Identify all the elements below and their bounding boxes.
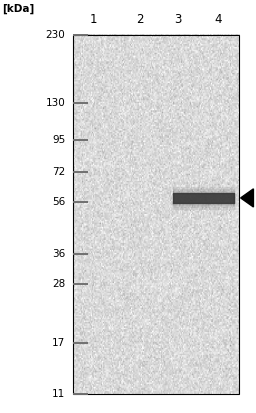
Text: 28: 28: [52, 279, 65, 289]
Text: 230: 230: [46, 30, 65, 40]
Text: 2: 2: [136, 13, 143, 26]
Text: 11: 11: [52, 389, 65, 399]
Text: 72: 72: [52, 167, 65, 177]
Bar: [73, 35, 239, 394]
Text: 1: 1: [89, 13, 97, 26]
Text: 95: 95: [52, 135, 65, 145]
Text: 3: 3: [174, 13, 182, 26]
Text: 130: 130: [46, 97, 65, 107]
Text: 4: 4: [214, 13, 221, 26]
Polygon shape: [241, 189, 253, 207]
Text: [kDa]: [kDa]: [3, 4, 35, 14]
Text: 56: 56: [52, 197, 65, 207]
Text: 17: 17: [52, 338, 65, 348]
Text: 36: 36: [52, 249, 65, 259]
